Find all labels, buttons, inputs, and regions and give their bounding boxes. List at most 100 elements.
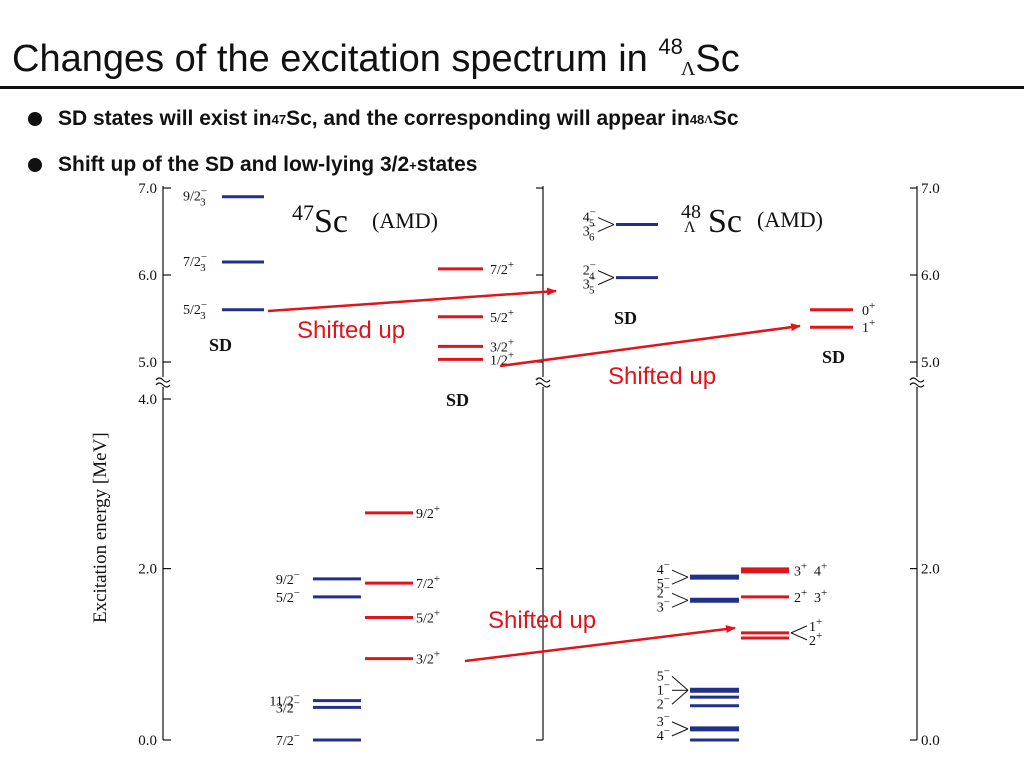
axes: 7.0 6.0 5.0 4.0 2.0 0.0 7.0 6.0 5.0 2.0 0.0 [138, 181, 940, 749]
label-48lsc-negative-0-1: 5− [657, 573, 670, 592]
label-48lsc-positive-1-0: 2+ [794, 587, 807, 606]
label-47sc-negative-0: 9/2− [276, 569, 300, 588]
left-axis-tick-label: 6.0 [138, 268, 157, 284]
bullet-dot [28, 158, 42, 172]
label-47sc-sd-negative-2: 5/2− 3 [183, 299, 207, 322]
label-leader-line [671, 569, 689, 578]
shift-arrow-negative-sd [267, 287, 557, 313]
y-axis-label: Excitation energy [MeV] [90, 432, 111, 623]
label-48lsc-positive-0-1: 4+ [814, 560, 827, 579]
label-leader-line [790, 632, 808, 641]
right-nucleus-mass: 48 [681, 201, 701, 223]
label-48lsc-sd-negative-0-0: 4− 5 [583, 207, 596, 230]
label-leader-line [671, 592, 689, 601]
bullet-2-part1: Shift up of the SD and low-lying 3/2 [58, 153, 410, 176]
label-48lsc-positive-0-0: 3+ [794, 560, 807, 579]
bullet-list: SD states will exist in 47 Sc, and the co… [28, 96, 739, 188]
bullet-1-part1: SD states will exist in [58, 107, 272, 130]
label-47sc-sd-positive-0: 7/2+ [490, 259, 514, 278]
label-48lsc-positive-2-0: 1+ [809, 616, 822, 635]
label-48lsc-negative-2-1: 1− [657, 679, 670, 698]
left-axis-tick-label: 5.0 [138, 355, 157, 371]
shift-arrows [267, 287, 801, 663]
bullet-1-part2: Sc, and the corresponding will appear in [286, 107, 690, 130]
label-47sc-negative-1: 5/2− [276, 587, 300, 606]
label-leader-line [671, 728, 689, 737]
label-48lsc-sd-positive-1: 1+ [862, 317, 875, 336]
bullet-1-sup2: 48 [689, 111, 705, 127]
label-47sc-positive-1: 7/2+ [416, 573, 440, 592]
label-leader-line [671, 689, 689, 705]
label-48lsc-negative-0-0: 4− [657, 559, 670, 578]
label-48lsc-sd-negative-0-1: 3− 6 [583, 221, 596, 244]
energy-levels [222, 195, 853, 742]
label-48lsc-negative-1-0: 2− [657, 582, 670, 601]
bullet-2-sup1: + [409, 157, 417, 173]
right-panel-nucleus: 48 Λ Sc [681, 201, 742, 240]
bullet-1-part3: Sc [712, 107, 739, 130]
label-47sc-sd-negative-1: 7/2− 3 [183, 251, 207, 274]
label-48lsc-positive-1-1: 3+ [814, 587, 827, 606]
label-leader-line [671, 599, 689, 608]
title-lambda: Λ [680, 58, 696, 80]
right-axis-tick-label: 0.0 [921, 733, 940, 749]
title-mass: 48 [658, 34, 683, 59]
annotation-shifted-up-3: Shifted up [488, 607, 596, 634]
left-axis-tick-label: 7.0 [138, 181, 157, 197]
left-nucleus-element: Sc [314, 203, 348, 240]
bullet-item: SD states will exist in 47 Sc, and the co… [28, 96, 739, 142]
label-leader-line [597, 217, 615, 225]
left-nucleus-mass: 47 [292, 200, 314, 225]
left-panel-method: (AMD) [372, 208, 438, 233]
label-leader-line [597, 270, 615, 279]
label-47sc-positive-0: 9/2+ [416, 503, 440, 522]
label-48lsc-negative-2-2: 2− [657, 693, 670, 712]
label-47sc-negative-3: 3/2− [276, 697, 300, 716]
label-leader-line [790, 625, 808, 634]
bullet-1-sup1: 47 [271, 111, 287, 127]
axis-break-icon [909, 377, 925, 388]
label-leader-line [671, 576, 689, 585]
right-nucleus-lambda: Λ [684, 219, 696, 236]
sd-label-48lsc-negative: SD [614, 308, 637, 328]
label-47sc-sd-negative-0: 9/2− 3 [183, 186, 207, 209]
right-axis-tick-label: 7.0 [921, 181, 940, 197]
level-scheme-diagram: Excitation energy [MeV] 7.0 6.0 5.0 4.0 2.0 0… [90, 181, 940, 749]
bullet-dot [28, 112, 42, 126]
label-48lsc-negative-2-0: 5− [657, 665, 670, 684]
sd-label-47sc-negative: SD [209, 335, 232, 355]
bullet-2-part2: states [416, 153, 478, 176]
label-48lsc-negative-3-1: 4− [657, 725, 670, 744]
label-leader-line [597, 277, 615, 286]
label-47sc-positive-2: 5/2+ [416, 607, 440, 626]
annotation-shifted-up-2: Shifted up [608, 363, 716, 390]
label-48lsc-positive-2-1: 2+ [809, 630, 822, 649]
shift-arrow-positive-sd [499, 323, 801, 368]
sd-label-47sc-positive: SD [446, 390, 469, 410]
slide-title: Changes of the excitation spectrum in 48… [12, 34, 740, 81]
left-panel-nucleus: 47Sc [292, 200, 348, 240]
title-element: Sc [695, 38, 740, 80]
label-47sc-sd-positive-2: 3/2+ [490, 336, 514, 355]
label-47sc-positive-3: 3/2+ [416, 649, 440, 668]
right-nucleus-element: Sc [708, 203, 742, 240]
shift-arrow-low-3/2 [464, 625, 736, 663]
left-axis-tick-label: 2.0 [138, 562, 157, 578]
right-axis-tick-label: 5.0 [921, 355, 940, 371]
label-47sc-negative-4: 7/2− [276, 730, 300, 749]
right-axis-tick-label: 2.0 [921, 562, 940, 578]
title-underline [0, 86, 1024, 89]
label-48lsc-negative-3-0: 3− [657, 711, 670, 730]
bullet-item: Shift up of the SD and low-lying 3/2 + st… [28, 142, 739, 188]
left-axis-tick-label: 0.0 [138, 733, 157, 749]
label-leader-line [671, 721, 689, 730]
annotation-shifted-up-1: Shifted up [297, 317, 405, 344]
axis-break-icon [155, 377, 171, 388]
label-48lsc-sd-positive-0: 0+ [862, 300, 875, 319]
sd-label-48lsc-positive: SD [822, 347, 845, 367]
label-leader-line [597, 224, 615, 232]
axis-break-icon [535, 377, 551, 388]
label-48lsc-sd-negative-1-1: 3− 5 [583, 274, 596, 297]
level-labels: 9/2− 37/2− 35/2− 37/2+5/2+3/2+1/2+9/2−5/2−1… [183, 186, 875, 749]
label-leader-line [671, 675, 689, 691]
